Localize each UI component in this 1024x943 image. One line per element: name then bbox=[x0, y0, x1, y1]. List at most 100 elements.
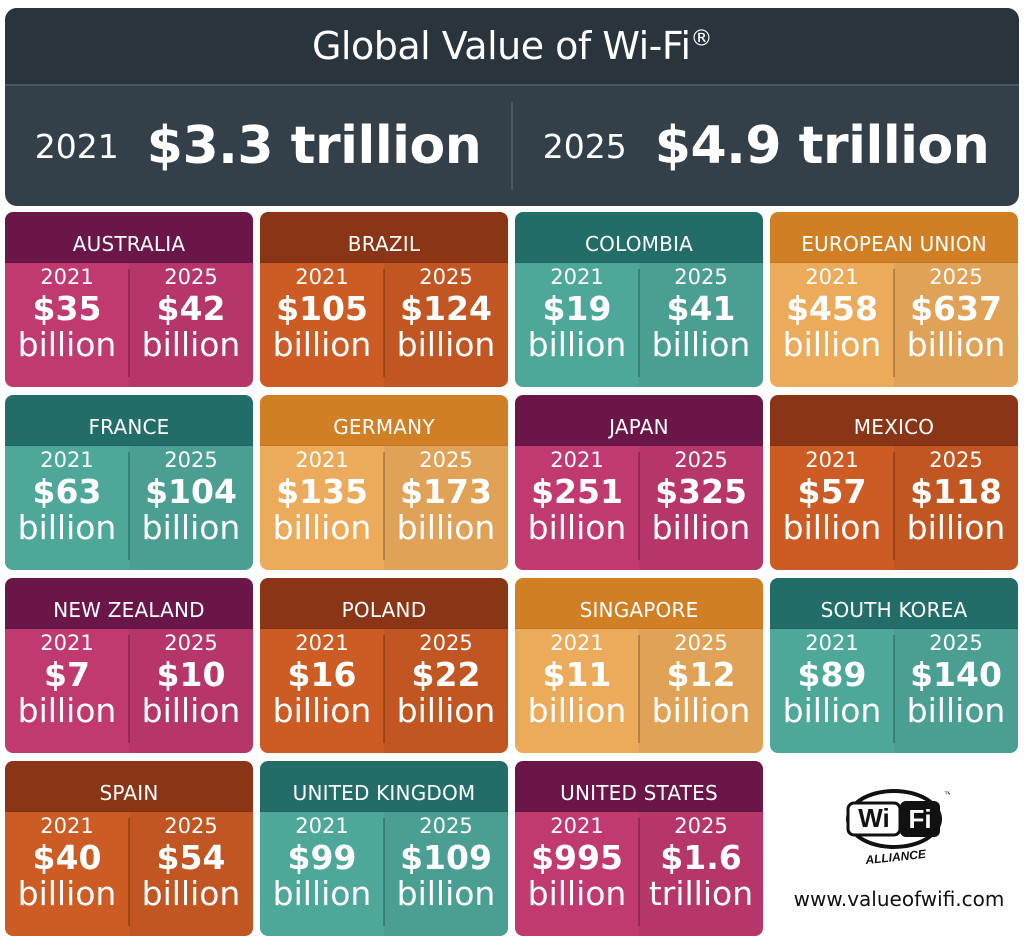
value-2021: 2021 $11 billion bbox=[515, 629, 639, 753]
country-card: FRANCE 2021 $63 billion 2025 $104 billion bbox=[5, 395, 253, 570]
country-values: 2021 $35 billion 2025 $42 billion bbox=[5, 263, 253, 387]
value-2025: 2025 $22 billion bbox=[384, 629, 508, 753]
website-url[interactable]: www.valueofwifi.com bbox=[793, 887, 1005, 911]
amount: $42 bbox=[156, 289, 226, 328]
registered-mark: ® bbox=[690, 26, 713, 52]
amount: $89 bbox=[797, 655, 867, 694]
country-card: POLAND 2021 $16 billion 2025 $22 billion bbox=[260, 578, 508, 753]
amount: $7 bbox=[44, 655, 90, 694]
global-year: 2025 bbox=[542, 126, 627, 166]
amount: $41 bbox=[666, 289, 736, 328]
country-values: 2021 $7 billion 2025 $10 billion bbox=[5, 629, 253, 753]
value-2021: 2021 $251 billion bbox=[515, 446, 639, 570]
logo-wi-text: Wi bbox=[858, 803, 890, 833]
country-name: EUROPEAN UNION bbox=[770, 212, 1018, 263]
unit: billion bbox=[906, 691, 1006, 730]
unit: billion bbox=[527, 691, 627, 730]
divider bbox=[511, 102, 513, 190]
year-label: 2021 bbox=[40, 631, 94, 655]
country-card: JAPAN 2021 $251 billion 2025 $325 billion bbox=[515, 395, 763, 570]
country-name: FRANCE bbox=[5, 395, 253, 446]
value-2021: 2021 $89 billion bbox=[770, 629, 894, 753]
country-name: UNITED STATES bbox=[515, 761, 763, 812]
amount: $251 bbox=[531, 472, 623, 511]
amount: $57 bbox=[797, 472, 867, 511]
year-label: 2025 bbox=[164, 265, 218, 289]
unit: billion bbox=[141, 691, 241, 730]
unit: billion bbox=[396, 508, 496, 547]
year-label: 2021 bbox=[40, 814, 94, 838]
year-label: 2025 bbox=[674, 814, 728, 838]
amount: $995 bbox=[531, 838, 623, 877]
unit: billion bbox=[527, 325, 627, 364]
year-label: 2021 bbox=[295, 631, 349, 655]
logo-area: Wi Fi ™ ALLIANCE www.valueofwifi.com bbox=[770, 761, 1018, 936]
logo-alliance-text: ALLIANCE bbox=[864, 847, 928, 867]
global-value-banner: Global Value of Wi-Fi® 2021 $3.3 trillio… bbox=[5, 8, 1019, 206]
amount: $109 bbox=[400, 838, 492, 877]
global-totals: 2021 $3.3 trillion 2025 $4.9 trillion bbox=[5, 86, 1019, 206]
value-2021: 2021 $19 billion bbox=[515, 263, 639, 387]
country-name: AUSTRALIA bbox=[5, 212, 253, 263]
year-label: 2025 bbox=[164, 631, 218, 655]
country-values: 2021 $99 billion 2025 $109 billion bbox=[260, 812, 508, 936]
logo-fi-text: Fi bbox=[908, 804, 931, 834]
unit: billion bbox=[396, 325, 496, 364]
year-label: 2025 bbox=[419, 814, 473, 838]
country-card: COLOMBIA 2021 $19 billion 2025 $41 billion bbox=[515, 212, 763, 387]
value-2025: 2025 $10 billion bbox=[129, 629, 253, 753]
value-2025: 2025 $1.6 trillion bbox=[639, 812, 763, 936]
value-2021: 2021 $135 billion bbox=[260, 446, 384, 570]
value-2021: 2021 $63 billion bbox=[5, 446, 129, 570]
global-value: $3.3 trillion bbox=[146, 116, 482, 176]
unit: billion bbox=[527, 874, 627, 913]
year-label: 2025 bbox=[419, 448, 473, 472]
country-card: EUROPEAN UNION 2021 $458 billion 2025 $637 bil… bbox=[770, 212, 1018, 387]
year-label: 2021 bbox=[295, 448, 349, 472]
amount: $140 bbox=[910, 655, 1002, 694]
page-title: Global Value of Wi-Fi® bbox=[311, 24, 713, 68]
country-values: 2021 $57 billion 2025 $118 billion bbox=[770, 446, 1018, 570]
unit: billion bbox=[396, 874, 496, 913]
year-label: 2021 bbox=[550, 631, 604, 655]
amount: $16 bbox=[287, 655, 357, 694]
country-values: 2021 $11 billion 2025 $12 billion bbox=[515, 629, 763, 753]
unit: billion bbox=[651, 508, 751, 547]
year-label: 2025 bbox=[419, 265, 473, 289]
unit: billion bbox=[141, 325, 241, 364]
country-card: UNITED STATES 2021 $995 billion 2025 $1.6 tril… bbox=[515, 761, 763, 936]
country-card: SPAIN 2021 $40 billion 2025 $54 billion bbox=[5, 761, 253, 936]
country-name: NEW ZEALAND bbox=[5, 578, 253, 629]
unit: billion bbox=[272, 325, 372, 364]
country-name: SPAIN bbox=[5, 761, 253, 812]
value-2025: 2025 $54 billion bbox=[129, 812, 253, 936]
value-2021: 2021 $99 billion bbox=[260, 812, 384, 936]
year-label: 2021 bbox=[40, 265, 94, 289]
value-2021: 2021 $995 billion bbox=[515, 812, 639, 936]
unit: billion bbox=[272, 874, 372, 913]
amount: $1.6 bbox=[660, 838, 742, 877]
unit: billion bbox=[782, 325, 882, 364]
global-year: 2021 bbox=[34, 126, 119, 166]
year-label: 2025 bbox=[674, 631, 728, 655]
unit: billion bbox=[17, 691, 117, 730]
unit: billion bbox=[17, 874, 117, 913]
country-values: 2021 $995 billion 2025 $1.6 trillion bbox=[515, 812, 763, 936]
value-2025: 2025 $12 billion bbox=[639, 629, 763, 753]
amount: $325 bbox=[655, 472, 747, 511]
amount: $135 bbox=[276, 472, 368, 511]
country-name: UNITED KINGDOM bbox=[260, 761, 508, 812]
value-2025: 2025 $325 billion bbox=[639, 446, 763, 570]
year-label: 2025 bbox=[164, 814, 218, 838]
country-values: 2021 $19 billion 2025 $41 billion bbox=[515, 263, 763, 387]
amount: $10 bbox=[156, 655, 226, 694]
unit: billion bbox=[651, 691, 751, 730]
unit: billion bbox=[782, 691, 882, 730]
unit: billion bbox=[141, 508, 241, 547]
country-grid: AUSTRALIA 2021 $35 billion 2025 $42 billion BRA… bbox=[5, 212, 1021, 936]
country-name: POLAND bbox=[260, 578, 508, 629]
amount: $637 bbox=[910, 289, 1002, 328]
unit: billion bbox=[272, 508, 372, 547]
value-2025: 2025 $637 billion bbox=[894, 263, 1018, 387]
amount: $40 bbox=[32, 838, 102, 877]
